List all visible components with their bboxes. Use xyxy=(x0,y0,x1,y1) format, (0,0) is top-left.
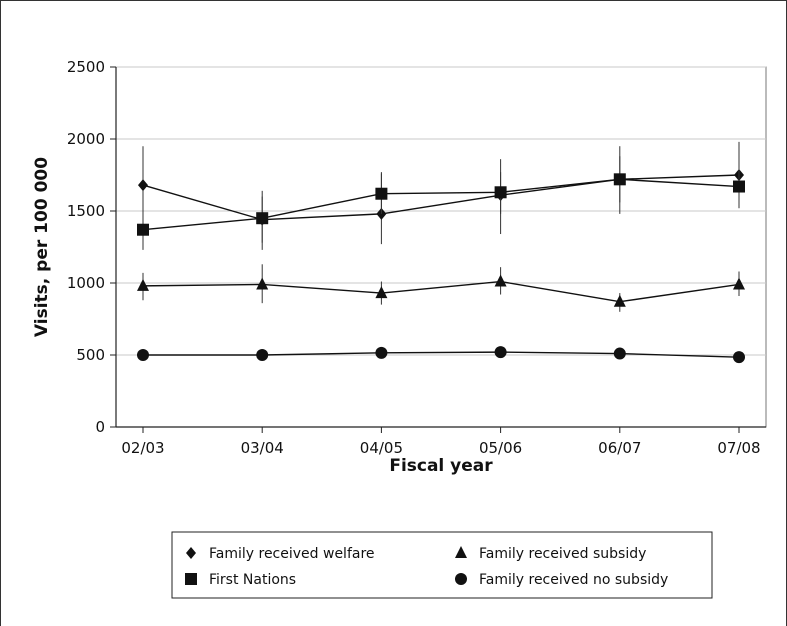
y-tick-label: 2500 xyxy=(67,58,105,76)
data-point xyxy=(137,223,149,236)
y-tick-label: 1500 xyxy=(67,202,105,220)
x-axis-title: Fiscal year xyxy=(389,456,493,476)
x-tick-label: 06/07 xyxy=(598,439,641,457)
data-point xyxy=(375,286,388,299)
data-point xyxy=(375,346,388,359)
legend-label: Family received no subsidy xyxy=(479,572,668,588)
y-tick-labels: 0 500 1000 1500 2000 2500 xyxy=(67,58,105,436)
data-point xyxy=(375,187,388,200)
data-point xyxy=(494,274,507,287)
series-line xyxy=(143,351,740,358)
data-point xyxy=(494,346,507,359)
x-tick-label: 05/06 xyxy=(479,439,522,457)
series-line xyxy=(142,178,740,231)
x-tick-label: 02/03 xyxy=(121,439,164,457)
data-point xyxy=(613,294,626,307)
data-point xyxy=(613,347,626,360)
y-tick-label: 1000 xyxy=(67,274,105,292)
x-tick-labels: 02/03 03/04 04/05 05/06 06/07 07/08 xyxy=(121,439,760,457)
data-point xyxy=(256,349,269,361)
data-point xyxy=(256,277,269,290)
legend-label: Family received welfare xyxy=(209,546,375,562)
legend: Family received welfare Family received s… xyxy=(171,531,713,599)
data-point xyxy=(733,180,745,193)
data-point xyxy=(256,212,269,225)
x-tick-label: 07/08 xyxy=(717,439,760,457)
data-point xyxy=(494,186,507,199)
y-tick-label: 500 xyxy=(76,346,105,364)
y-tick-label: 2000 xyxy=(67,130,105,148)
data-point xyxy=(613,173,626,186)
data-point xyxy=(137,278,149,291)
series-square xyxy=(137,156,745,250)
y-axis-title: Visits, per 100 000 xyxy=(32,157,52,337)
data-point xyxy=(733,351,745,364)
data-point xyxy=(137,349,149,361)
series-group xyxy=(137,141,745,364)
y-tick-label: 0 xyxy=(95,418,105,436)
series-circle xyxy=(137,346,745,364)
legend-label: First Nations xyxy=(209,572,296,588)
data-point xyxy=(733,277,745,290)
plot-area xyxy=(115,66,767,428)
data-point xyxy=(138,179,148,192)
x-tick-label: 04/05 xyxy=(360,439,403,457)
legend-label: Family received subsidy xyxy=(479,546,646,562)
x-tick-label: 03/04 xyxy=(241,439,284,457)
legend-box xyxy=(171,531,713,599)
legend-marker xyxy=(455,546,467,558)
legend-marker xyxy=(185,573,197,585)
legend-marker xyxy=(455,573,467,585)
series-triangle xyxy=(137,264,745,312)
series-line xyxy=(142,174,740,221)
axes xyxy=(110,66,766,433)
legend-marker xyxy=(186,547,196,559)
series-line xyxy=(142,280,740,303)
